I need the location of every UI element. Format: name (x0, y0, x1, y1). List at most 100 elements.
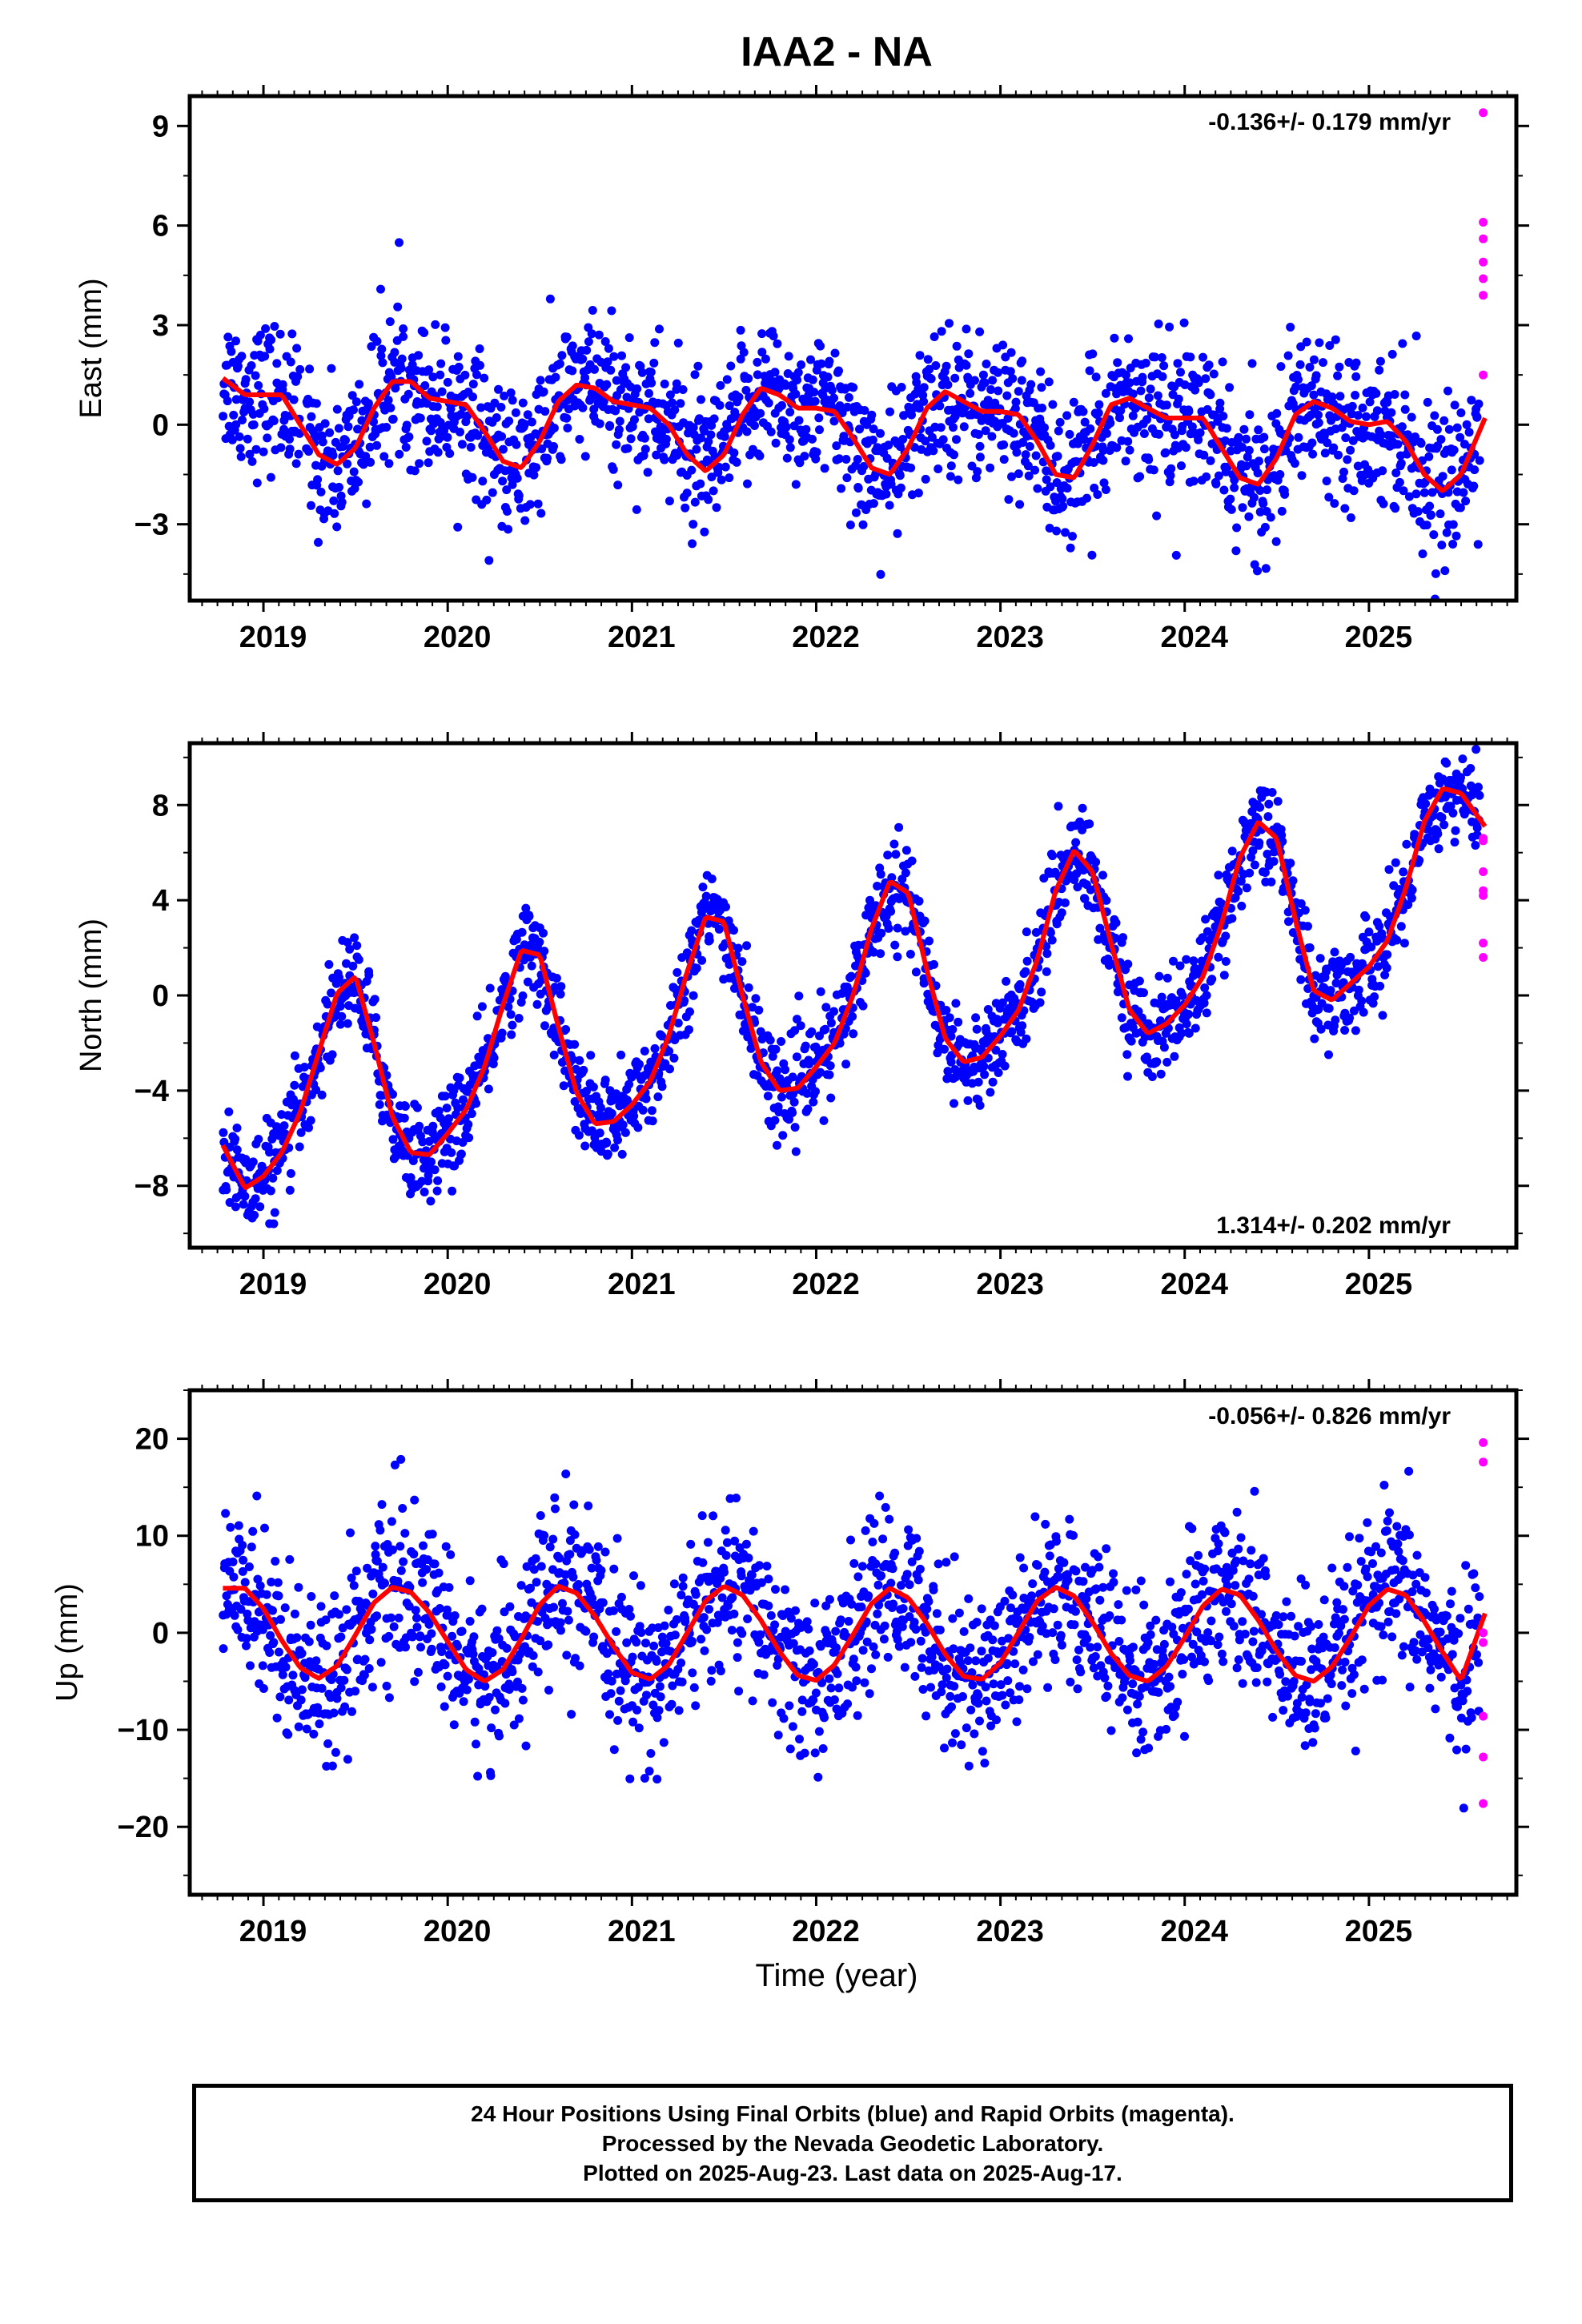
up-final-point (667, 1699, 677, 1709)
north-final-point (801, 1041, 810, 1051)
east-final-point (1058, 494, 1067, 504)
up-final-point (545, 1542, 555, 1552)
east-final-point (604, 344, 613, 353)
east-final-point (712, 503, 721, 513)
east-final-point (842, 402, 852, 412)
up-final-point (404, 1602, 414, 1611)
east-final-point (453, 522, 463, 532)
east-final-point (1046, 482, 1055, 492)
east-final-point (275, 329, 285, 339)
north-final-point (458, 1138, 468, 1147)
east-final-point (1238, 503, 1247, 513)
east-final-point (377, 344, 387, 354)
up-final-point (412, 1622, 422, 1632)
east-final-point (741, 385, 751, 395)
north-final-point (1060, 898, 1070, 907)
east-final-point (1361, 412, 1371, 421)
east-final-point (386, 403, 396, 412)
east-final-point (433, 448, 443, 457)
east-final-point (424, 365, 434, 375)
up-final-point (376, 1658, 386, 1667)
east-final-point (376, 351, 386, 360)
east-final-point (962, 360, 971, 370)
east-final-point (549, 442, 558, 451)
east-final-point (361, 452, 371, 461)
north-rapid-point (1479, 867, 1488, 876)
north-final-point (950, 1099, 958, 1108)
east-final-point (704, 495, 713, 505)
east-final-point (1191, 385, 1200, 395)
north-final-point (523, 977, 532, 987)
east-final-point (640, 444, 650, 454)
north-final-point (983, 1005, 993, 1014)
up-final-point (342, 1605, 351, 1614)
east-final-point (1323, 438, 1332, 448)
up-final-point (508, 1667, 517, 1677)
east-final-point (806, 355, 815, 364)
north-final-point (1326, 986, 1335, 995)
east-final-point (781, 380, 791, 390)
east-final-point (259, 447, 268, 456)
east-final-point (1320, 448, 1330, 458)
north-final-point (1170, 1051, 1179, 1061)
east-final-point (736, 354, 745, 364)
north-final-point (1075, 817, 1085, 826)
east-final-point (682, 489, 692, 498)
north-final-point (1054, 802, 1063, 811)
east-final-point (827, 385, 837, 395)
north-final-point (444, 1114, 453, 1124)
up-final-point (285, 1554, 295, 1564)
east-final-point (628, 422, 637, 432)
north-final-point (1236, 876, 1246, 886)
north-final-point (1378, 1011, 1387, 1020)
up-final-point (674, 1706, 684, 1715)
up-final-point (233, 1625, 243, 1634)
east-final-point (608, 464, 618, 474)
east-final-point (732, 457, 741, 467)
north-final-point (773, 1140, 781, 1150)
east-final-point (1033, 484, 1042, 493)
up-final-point (234, 1521, 243, 1530)
north-final-point (890, 940, 900, 950)
east-final-point (678, 385, 688, 394)
up-final-point (548, 1534, 558, 1544)
east-final-point (852, 508, 861, 517)
east-final-point (1244, 445, 1254, 455)
north-final-point (268, 1173, 278, 1183)
up-final-point (244, 1562, 254, 1571)
north-final-point (1357, 996, 1367, 1006)
north-final-point (919, 979, 929, 988)
north-final-point (1284, 917, 1293, 927)
up-final-point (408, 1630, 417, 1640)
north-final-point (352, 941, 362, 951)
north-final-point (508, 1020, 517, 1030)
up-final-point (394, 1613, 404, 1622)
east-final-point (1162, 400, 1171, 410)
north-final-point (1237, 901, 1247, 911)
east-final-point (387, 372, 396, 381)
east-final-point (1040, 423, 1049, 432)
up-final-point (269, 1638, 279, 1647)
up-final-point (260, 1523, 269, 1533)
up-final-point (620, 1676, 630, 1686)
north-final-point (1182, 1019, 1191, 1029)
up-final-point (436, 1682, 446, 1691)
east-final-point (1464, 428, 1474, 437)
north-final-point (463, 1087, 472, 1096)
east-final-point (1314, 418, 1323, 428)
east-final-point (986, 385, 996, 394)
north-x-tick-label: 2025 (1345, 1268, 1413, 1301)
east-final-point (898, 435, 908, 444)
north-final-point (1214, 870, 1223, 880)
east-final-point (676, 399, 685, 408)
east-final-point (784, 352, 793, 361)
east-final-point (1378, 466, 1387, 476)
east-final-point (589, 404, 599, 414)
north-final-point (1267, 788, 1277, 797)
east-final-point (1010, 404, 1020, 413)
north-final-point (1016, 1027, 1026, 1037)
east-final-point (445, 448, 455, 458)
east-final-point (587, 329, 596, 339)
north-final-point (477, 1002, 487, 1011)
east-final-point (1340, 504, 1350, 513)
